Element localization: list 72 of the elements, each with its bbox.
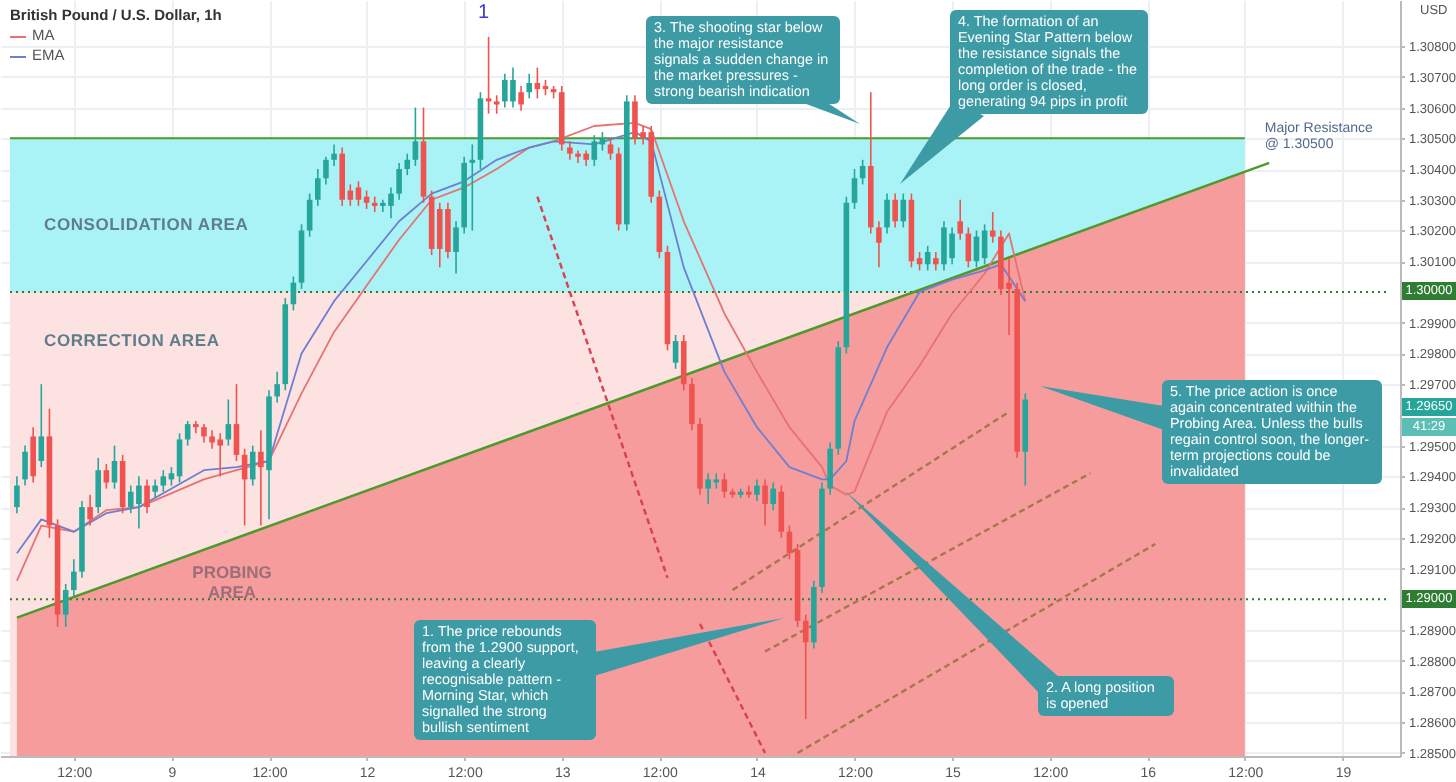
candlestick (339, 146, 345, 207)
series-label: PROBING AREA (190, 562, 274, 602)
candlestick (672, 334, 679, 370)
candlestick (949, 226, 955, 266)
candlestick (331, 143, 337, 167)
candlestick (380, 198, 386, 213)
candlestick (689, 377, 695, 432)
candlestick (274, 371, 280, 404)
candlestick (518, 85, 524, 112)
band-label: CORRECTION AREA (44, 329, 220, 350)
candlestick (957, 198, 964, 241)
candlestick (900, 192, 907, 229)
candlestick (38, 383, 45, 468)
candlestick (127, 484, 134, 515)
candlestick (851, 168, 858, 210)
candlestick (371, 195, 378, 213)
candlestick (209, 429, 215, 450)
candlestick (152, 478, 158, 499)
band-label: CONSOLIDATION AREA (44, 214, 249, 235)
candlestick (510, 66, 516, 109)
candlestick (95, 457, 102, 515)
candlestick (705, 472, 711, 505)
candlestick (249, 444, 256, 487)
candlestick (567, 140, 573, 161)
candlestick (323, 155, 329, 186)
candlestick (745, 484, 752, 499)
candlestick (981, 223, 988, 266)
candlestick (217, 432, 224, 478)
candlestick (412, 106, 419, 167)
candlestick (14, 475, 20, 515)
candlestick (144, 478, 150, 515)
candlestick (71, 558, 77, 597)
candlestick (575, 149, 581, 164)
candlestick (160, 469, 167, 493)
candlestick (754, 478, 760, 502)
candlestick (802, 613, 809, 720)
candlestick (22, 444, 28, 487)
candlestick (933, 251, 939, 272)
candlestick (526, 72, 533, 100)
candlestick (941, 220, 947, 272)
candlestick (87, 493, 93, 527)
candlestick (493, 94, 500, 115)
candlestick (884, 192, 890, 235)
candlestick (721, 472, 728, 499)
candlestick (30, 426, 36, 484)
candlestick (680, 334, 687, 392)
candlestick (315, 168, 321, 207)
candlestick (355, 180, 362, 207)
candlestick (396, 162, 402, 201)
candlestick (876, 220, 882, 269)
candlestick (233, 383, 240, 462)
candlestick (404, 152, 411, 176)
candlestick (591, 134, 598, 167)
candlestick (502, 72, 508, 109)
candlestick (827, 441, 833, 496)
candlestick (136, 475, 142, 530)
candlestick (989, 211, 996, 244)
candlestick (770, 481, 776, 511)
candlestick (62, 583, 69, 628)
candlestick (632, 94, 638, 146)
candlestick (445, 202, 451, 259)
candlestick (607, 137, 614, 161)
candlestick (193, 420, 199, 435)
candlestick (762, 478, 768, 527)
candlestick (201, 423, 207, 444)
candlestick (258, 429, 264, 527)
candlestick (436, 202, 443, 269)
candlestick (892, 192, 898, 229)
annotation: 1 (478, 2, 490, 24)
candlestick (713, 472, 720, 490)
candlestick (388, 186, 394, 219)
candlestick (453, 220, 459, 275)
